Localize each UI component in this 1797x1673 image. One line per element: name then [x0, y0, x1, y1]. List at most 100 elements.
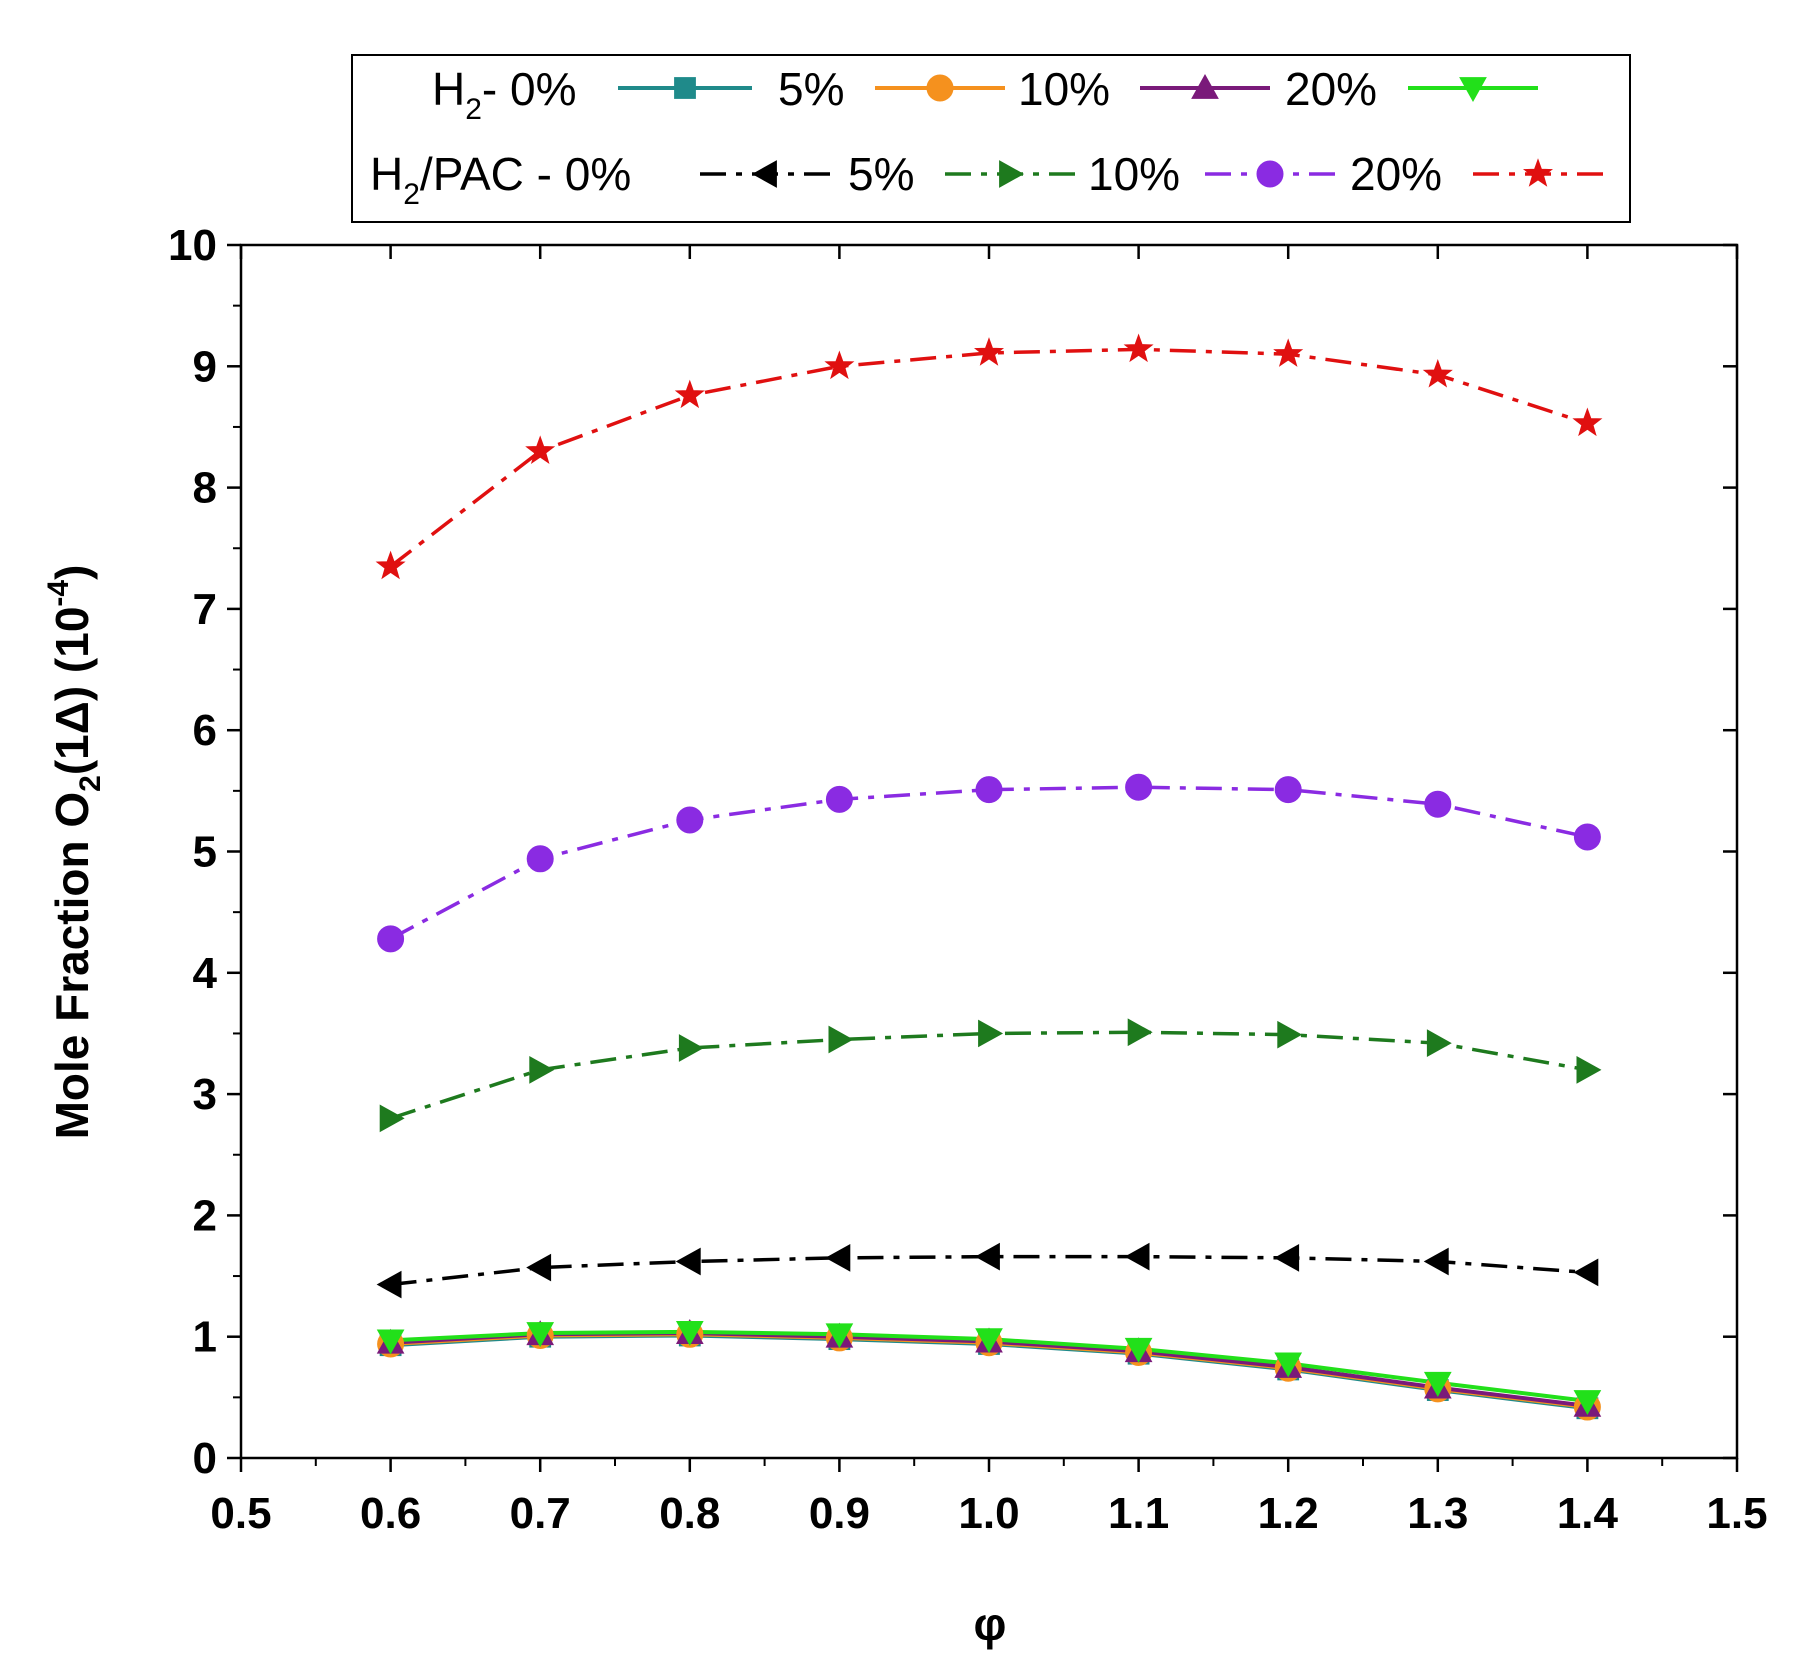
data-point-h2-pac-5	[828, 1025, 854, 1054]
data-point-h2-pac-0	[526, 1253, 552, 1282]
legend-row1-prefix: H2- 0%	[432, 63, 577, 126]
x-tick-label: 1.0	[958, 1489, 1019, 1538]
series-line-h2-pac-5	[390, 1030, 1588, 1121]
data-point-h2-pac-5	[1127, 1018, 1153, 1047]
x-tick-label: 1.2	[1258, 1489, 1319, 1538]
data-point-h2-pac-5	[1576, 1055, 1602, 1084]
series-line-h2-pac-20	[389, 347, 1588, 568]
data-point-h2-pac-0	[1573, 1258, 1599, 1287]
legend-row1-label-1: 5%	[778, 63, 844, 115]
data-point-h2-20	[825, 1323, 854, 1349]
y-axis-title-main: Mole Fraction O	[46, 792, 98, 1140]
y-tick-label: 0	[193, 1434, 217, 1483]
y-tick-label: 1	[193, 1313, 217, 1362]
y-axis-title-paren: (1Δ) (10	[46, 607, 98, 776]
data-point-h2-pac-20	[525, 435, 556, 464]
legend-row1-label-2: 10%	[1018, 63, 1110, 115]
y-axis-title-sup: -4	[42, 580, 75, 607]
data-point-h2-20	[1573, 1390, 1602, 1416]
legend-samples	[618, 73, 1603, 188]
data-point-h2-pac-10	[975, 776, 1003, 804]
y-tick-label: 6	[193, 706, 217, 755]
data-point-h2-pac-5	[379, 1104, 405, 1133]
series-line-h2-pac-10	[389, 785, 1588, 941]
x-tick-label: 1.5	[1706, 1489, 1767, 1538]
y-tick-label: 10	[168, 221, 217, 270]
y-tick-labels: 0 1 2 3 4 5 6 7 8 9 10	[168, 221, 217, 1483]
data-point-h2-20	[1423, 1371, 1452, 1397]
axis-ticks	[227, 243, 1739, 1472]
data-point-h2-pac-20	[1572, 407, 1603, 437]
legend-row2-label-1: 5%	[848, 148, 914, 200]
data-point-h2-pac-0	[1423, 1247, 1449, 1276]
legend-box	[351, 54, 1631, 223]
data-point-h2-20	[675, 1320, 704, 1346]
data-point-h2-pac-5	[678, 1034, 704, 1062]
legend-marker-h2-pac-20	[1522, 158, 1554, 187]
data-point-h2-pac-20	[824, 350, 855, 380]
legend-marker-h2-5	[926, 74, 954, 102]
data-point-h2-pac-0	[376, 1270, 402, 1299]
data-point-h2-pac-10	[526, 845, 554, 873]
data-point-h2-pac-0	[675, 1247, 701, 1276]
x-tick-label: 0.8	[659, 1489, 720, 1538]
y-tick-label: 2	[193, 1191, 217, 1240]
data-point-h2-20	[1124, 1337, 1153, 1363]
series-line-h2-pac-0	[390, 1254, 1588, 1287]
y-tick-label: 5	[193, 828, 217, 877]
series-markers	[375, 333, 1603, 1421]
data-point-h2-pac-5	[529, 1055, 555, 1084]
x-tick-label: 1.3	[1407, 1489, 1468, 1538]
y-axis-title-close: )	[46, 565, 98, 580]
legend-marker-h2-pac-0	[751, 160, 777, 188]
x-tick-label: 1.1	[1108, 1489, 1169, 1538]
data-point-h2-pac-0	[974, 1242, 1000, 1271]
legend-marker-h2-20	[1459, 77, 1487, 103]
y-tick-label: 7	[193, 585, 217, 634]
data-point-h2-pac-20	[375, 550, 406, 580]
data-point-h2-pac-10	[1274, 776, 1302, 804]
data-point-h2-pac-5	[978, 1019, 1004, 1048]
x-tick-labels: 0.5 0.6 0.7 0.8 0.9 1.0 1.1 1.2 1.3 1.4 1.5	[210, 1489, 1767, 1538]
data-point-h2-pac-0	[825, 1244, 851, 1272]
legend-row2-prefix: H2/PAC - 0%	[370, 148, 631, 211]
legend: H2- 0% 5% 10% 20% H2/PAC - 0% 5% 10% 20%	[351, 54, 1631, 223]
data-point-h2-pac-10	[1573, 823, 1601, 851]
y-tick-label: 4	[193, 949, 218, 998]
x-tick-label: 0.9	[809, 1489, 870, 1538]
data-point-h2-pac-0	[1124, 1242, 1150, 1271]
data-point-h2-pac-10	[676, 806, 704, 834]
data-point-h2-pac-20	[973, 337, 1005, 366]
legend-marker-h2-10	[1191, 73, 1219, 99]
data-point-h2-pac-5	[1426, 1029, 1452, 1058]
legend-row2-label-2: 10%	[1088, 148, 1180, 200]
data-point-h2-20	[1274, 1352, 1303, 1378]
x-tick-label: 0.6	[360, 1489, 421, 1538]
data-point-h2-pac-10	[377, 925, 405, 953]
x-axis-title: φ	[974, 1598, 1007, 1650]
x-tick-label: 0.7	[510, 1489, 571, 1538]
svg-text:Mole Fraction O2(1Δ) (10-4): Mole Fraction O2(1Δ) (10-4)	[42, 565, 107, 1140]
data-point-h2-pac-20	[674, 379, 705, 409]
data-point-h2-pac-10	[825, 785, 853, 813]
data-point-h2-20	[376, 1329, 405, 1355]
y-tick-label: 9	[193, 342, 217, 391]
data-point-h2-pac-10	[1424, 790, 1452, 818]
legend-row2-label-3: 20%	[1350, 148, 1442, 200]
legend-marker-h2-pac-10	[1256, 160, 1284, 188]
data-point-h2-pac-20	[1123, 333, 1154, 363]
x-tick-label: 0.5	[210, 1489, 271, 1538]
data-point-h2-pac-10	[1125, 773, 1153, 801]
legend-marker-h2-pac-5	[999, 160, 1025, 188]
y-tick-label: 3	[193, 1070, 217, 1119]
y-tick-label: 8	[193, 464, 217, 513]
data-point-h2-pac-20	[1273, 338, 1304, 367]
x-tick-label: 1.4	[1557, 1489, 1619, 1538]
data-point-h2-20	[975, 1328, 1003, 1354]
data-point-h2-20	[526, 1322, 555, 1348]
legend-marker-h2-0	[674, 77, 696, 99]
y-axis-title: Mole Fraction O2(1Δ) (10-4)	[42, 565, 107, 1140]
data-point-h2-pac-5	[1277, 1020, 1303, 1049]
legend-row1-label-3: 20%	[1285, 63, 1377, 115]
